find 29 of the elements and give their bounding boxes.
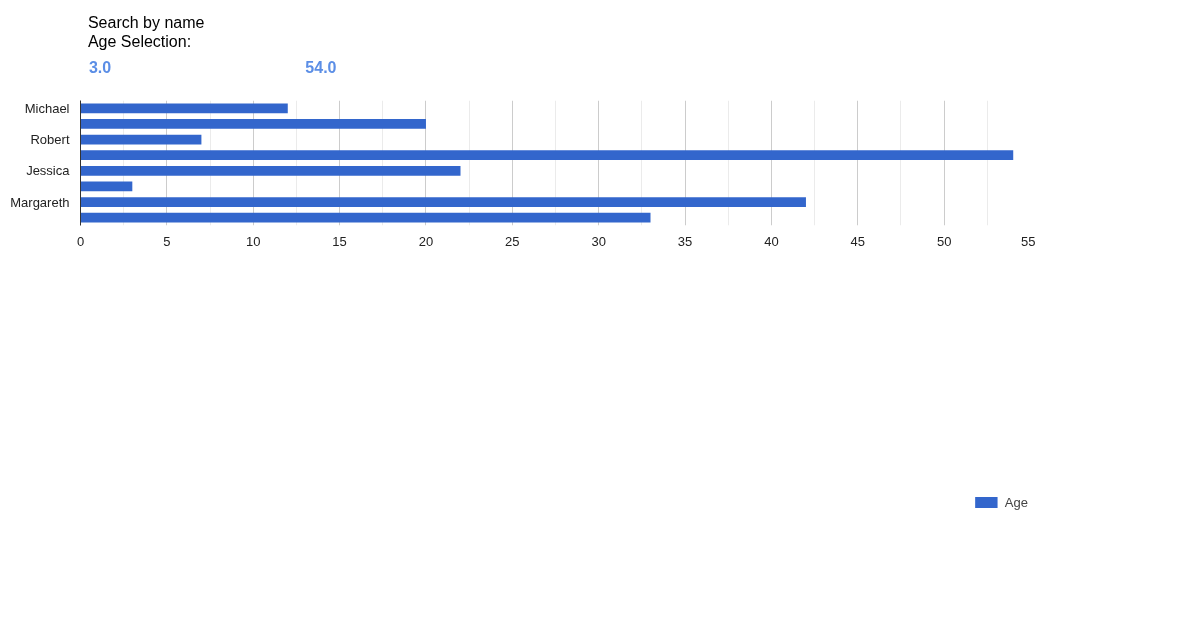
x-tick-label: 30 (591, 233, 606, 249)
bar (80, 134, 202, 145)
bar (80, 150, 1014, 161)
x-tick-label: 35 (677, 233, 693, 249)
x-tick-label: 40 (764, 233, 779, 249)
y-tick-label: Robert (30, 132, 70, 148)
x-tick-label: 10 (246, 233, 261, 249)
text: Age Selection: (87, 33, 192, 50)
y-tick-label: Jessica (26, 163, 71, 179)
text: Search by name (87, 14, 205, 31)
bar (80, 103, 288, 114)
x-tick-label: 20 (418, 233, 434, 249)
bar (80, 165, 461, 176)
y-tick-label: Michael (24, 100, 70, 116)
x-tick-label: 25 (505, 233, 520, 249)
x-tick-label: 5 (163, 233, 171, 249)
text: 54.0 (305, 58, 337, 76)
x-tick-label: 0 (76, 233, 85, 249)
y-tick-label: Margareth (10, 194, 70, 210)
x-tick-label: 50 (936, 233, 952, 249)
bar (80, 212, 651, 223)
bar (80, 181, 133, 192)
x-tick-label: 45 (850, 233, 866, 249)
text: 3.0 (88, 58, 112, 76)
bar (80, 197, 806, 207)
x-tick-label: 55 (1021, 233, 1036, 249)
x-tick-label: 15 (332, 233, 347, 249)
bar (80, 119, 426, 129)
legend-label: Age (1004, 494, 1028, 510)
